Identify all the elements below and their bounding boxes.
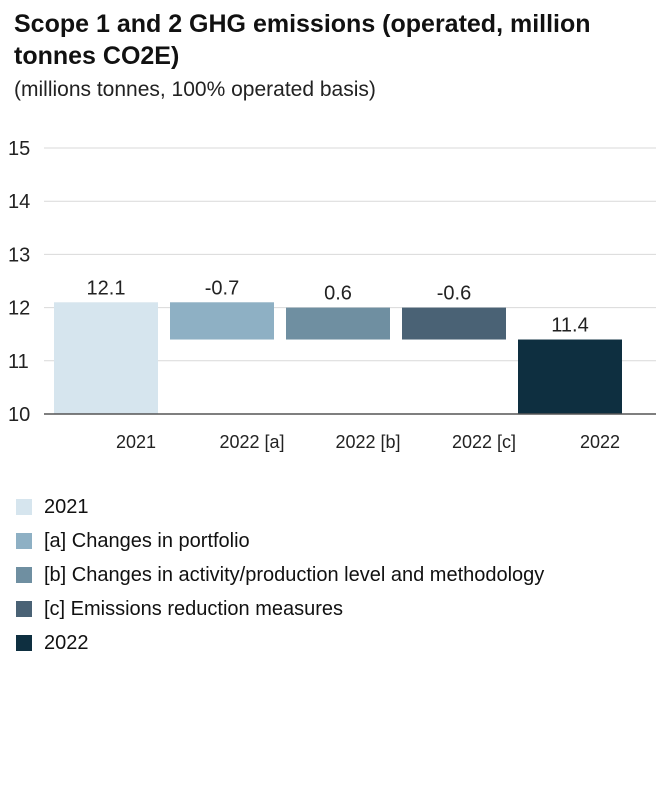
x-tick-label: 2022 [c] [452,432,516,452]
legend-item-activity: [b] Changes in activity/production level… [16,558,544,592]
x-tick-label: 2021 [116,432,156,452]
y-tick-label: 12 [8,298,30,320]
y-tick-label: 11 [8,351,29,373]
legend-item-2021: 2021 [16,490,544,524]
legend-item-2022: 2022 [16,626,544,660]
chart-subtitle: (millions tonnes, 100% operated basis) [14,78,376,101]
x-tick-label: 2022 [a] [219,432,284,452]
y-tick-label: 10 [8,404,30,426]
data-label: 0.6 [324,283,352,305]
bar [518,339,622,414]
y-tick-label: 15 [8,138,30,160]
y-tick-label: 13 [8,244,30,266]
y-tick-label: 14 [8,191,30,213]
data-label: 11.4 [551,315,588,337]
legend-label: 2022 [44,631,89,654]
data-label: 12.1 [87,277,126,299]
chart-legend: 2021 [a] Changes in portfolio [b] Change… [16,490,544,660]
legend-label: 2021 [44,495,89,518]
bar [170,302,274,340]
data-label: -0.7 [205,277,239,299]
legend-label: [c] Emissions reduction measures [44,597,344,620]
legend-swatch [16,635,32,651]
x-tick-label: 2022 [580,432,620,452]
legend-swatch [16,567,32,583]
legend-item-portfolio: [a] Changes in portfolio [16,524,544,558]
data-label: -0.6 [437,283,471,305]
bar [286,307,390,340]
chart-title: Scope 1 and 2 GHG emissions (operated, m… [14,10,591,70]
legend-swatch [16,601,32,617]
legend-swatch [16,499,32,515]
bar [54,302,158,414]
legend-label: [a] Changes in portfolio [44,529,250,552]
legend-swatch [16,533,32,549]
x-tick-label: 2022 [b] [335,432,400,452]
waterfall-chart: 10 11 12 13 14 15 12.1 2021 -0.7 2022 [a] 0.6 2022 … [8,138,656,452]
bar [402,307,506,340]
legend-item-reduction: [c] Emissions reduction measures [16,592,544,626]
legend-label: [b] Changes in activity/production level… [44,563,545,586]
